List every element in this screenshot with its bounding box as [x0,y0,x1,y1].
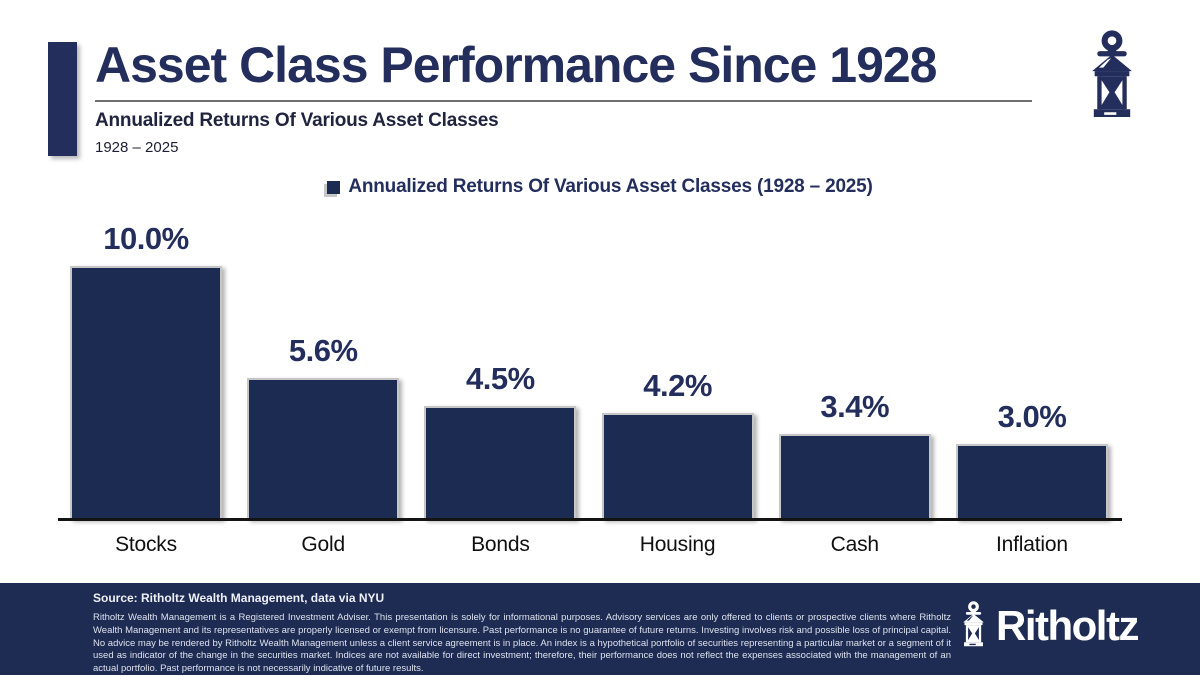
bar [70,266,222,520]
brand-logo: Ritholtz [960,597,1139,655]
title-accent-bar [48,42,77,156]
lantern-icon [960,597,987,655]
legend-label: Annualized Returns Of Various Asset Clas… [348,176,873,197]
disclaimer-text: Ritholtz Wealth Management is a Register… [93,612,951,675]
bar [247,378,400,520]
title-divider [95,100,1032,102]
bar-column: 3.4% [778,389,931,520]
bar [955,444,1108,520]
bar-column: 4.2% [601,368,754,520]
footer-band [0,583,1200,675]
date-range: 1928 – 2025 [95,139,179,156]
bar-column: 10.0% [70,221,222,520]
bar-value-label: 3.0% [997,399,1067,434]
bar-value-label: 10.0% [103,221,189,256]
x-axis-line [58,518,1122,521]
bar [778,434,931,520]
bar-value-label: 3.4% [820,389,890,424]
category-label: Stocks [115,533,177,556]
category-label: Housing [639,533,716,556]
category-label: Gold [301,533,345,556]
legend-swatch-icon [327,180,341,194]
bar-value-label: 4.5% [466,361,535,396]
x-axis-labels: Stocks Gold Bonds Housing Cash Inflation [70,533,1108,557]
bar-column: 5.6% [247,333,400,520]
bar [601,413,754,520]
bar-column: 4.5% [424,361,577,520]
bar-value-label: 4.2% [643,368,712,403]
bar-column: 3.0% [955,399,1108,520]
bar [424,406,577,520]
chart-subtitle: Annualized Returns Of Various Asset Clas… [95,110,499,131]
bar-chart: 10.0% 5.6% 4.5% 4.2% 3.4% 3.0% [70,220,1108,520]
category-label: Cash [830,533,879,556]
source-text: Source: Ritholtz Wealth Management, data… [93,591,385,605]
category-label: Inflation [996,533,1068,556]
brand-name: Ritholtz [996,602,1139,649]
page-title: Asset Class Performance Since 1928 [95,37,938,93]
lantern-icon [1086,20,1138,136]
category-label: Bonds [471,533,530,556]
bar-value-label: 5.6% [288,333,358,368]
chart-legend: Annualized Returns Of Various Asset Clas… [0,176,1200,198]
